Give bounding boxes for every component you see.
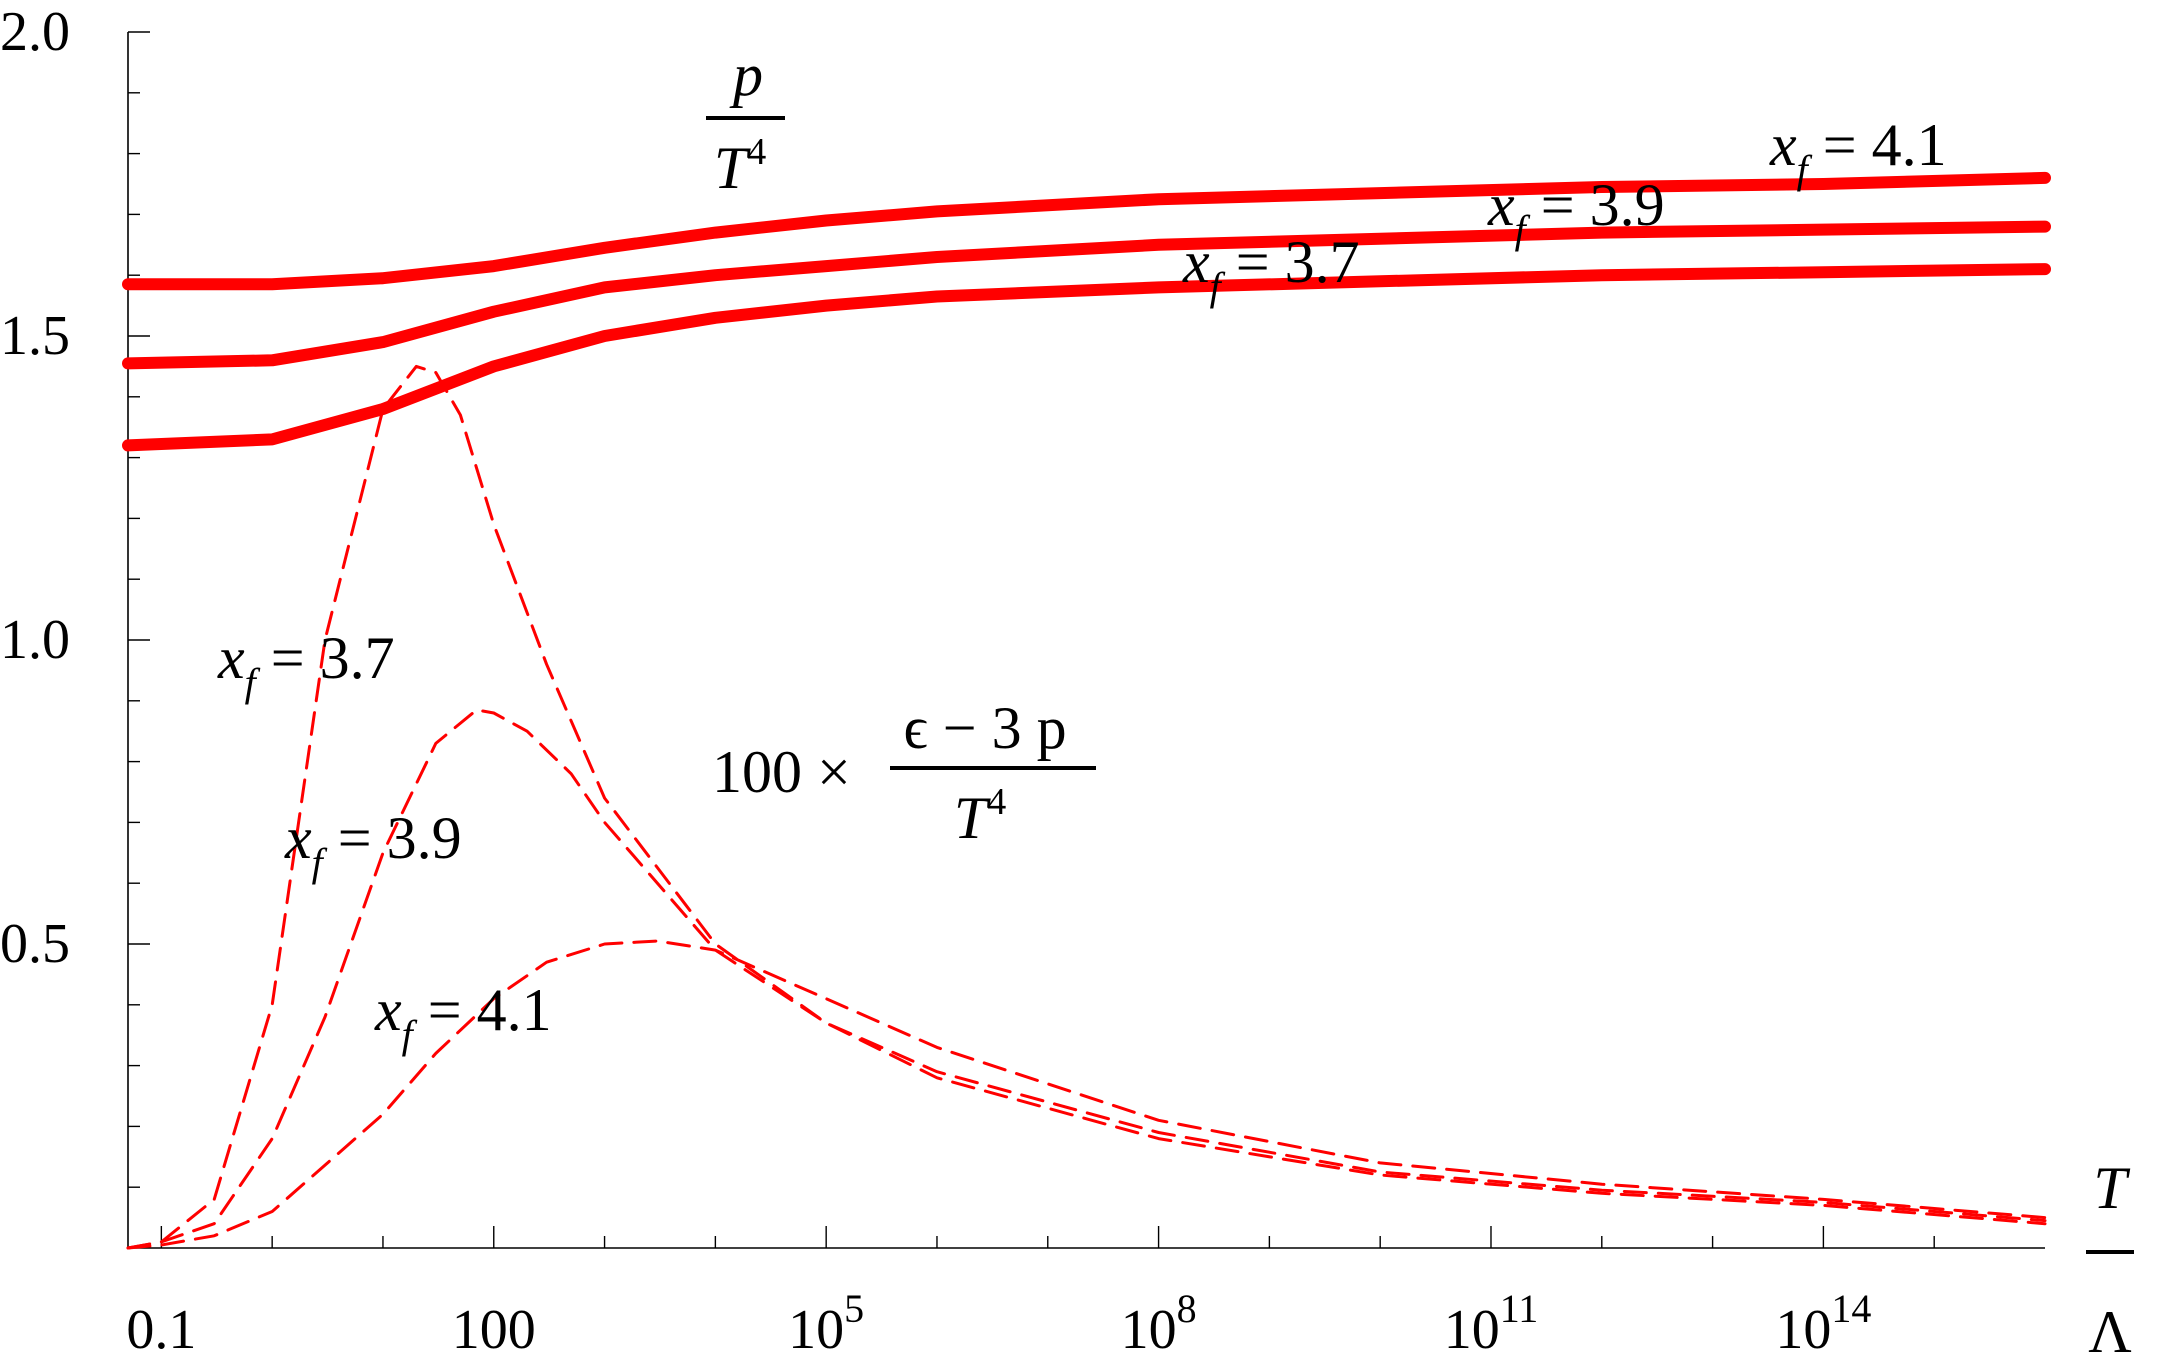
axes: 0.5 1.0 1.5 2.0 0.1 100 105 108 1011 1014 <box>0 1 2045 1361</box>
label-xf-4-1-dashed: xf = 4.1 <box>374 977 552 1057</box>
pressure-numerator: p <box>729 42 763 108</box>
pressure-curve-1 <box>122 220 2051 370</box>
x-axis-label-numerator: T <box>2093 1155 2130 1221</box>
y-tick-label: 0.5 <box>0 913 70 975</box>
trace-den-var: T <box>954 785 991 851</box>
y-tick-label: 1.5 <box>0 305 70 367</box>
y-tick-label: 1.0 <box>0 609 70 671</box>
trace-numerator: ϵ − 3 p <box>903 695 1066 761</box>
x-tick-label: 100 <box>452 1299 536 1361</box>
label-xf-3-9-solid: xf = 3.9 <box>1487 172 1665 252</box>
label-xf-4-1-solid: xf = 4.1 <box>1769 112 1947 192</box>
trace-annotation: 100 × ϵ − 3 p T4 <box>712 695 1096 851</box>
pressure-annotation: p T4 <box>706 42 785 201</box>
pressure-den-exp: 4 <box>747 131 766 173</box>
x-tick-label: 1011 <box>1444 1286 1539 1361</box>
x-tick-label: 0.1 <box>126 1299 196 1361</box>
y-tick-label: 2.0 <box>0 1 70 63</box>
pressure-den-var: T <box>714 135 751 201</box>
x-tick-label: 1014 <box>1775 1286 1871 1361</box>
label-xf-3-9-dashed: xf = 3.9 <box>284 805 462 885</box>
x-tick-label: 108 <box>1121 1286 1197 1361</box>
pressure-denominator: T4 <box>714 131 766 201</box>
pressure-curve-2 <box>122 171 2051 291</box>
trace-curve-5 <box>126 939 2047 1250</box>
trace-curve-3 <box>126 364 2047 1250</box>
pressure-curve-0 <box>122 263 2051 452</box>
x-tick-label: 105 <box>788 1286 864 1361</box>
label-xf-3-7-dashed: xf = 3.7 <box>217 625 395 705</box>
series-group <box>122 171 2051 1250</box>
curve-labels: xf = 4.1 xf = 3.9 xf = 3.7 xf = 3.7 xf =… <box>217 112 1947 1057</box>
trace-den-exp: 4 <box>987 781 1006 823</box>
x-axis-label-denominator: Λ <box>2088 1299 2132 1365</box>
x-axis-label: T Λ <box>2086 1155 2134 1365</box>
trace-denominator: T4 <box>954 781 1006 851</box>
trace-prefix: 100 × <box>712 739 851 805</box>
label-xf-3-7-solid: xf = 3.7 <box>1182 229 1360 309</box>
trace-curve-4 <box>126 708 2047 1250</box>
